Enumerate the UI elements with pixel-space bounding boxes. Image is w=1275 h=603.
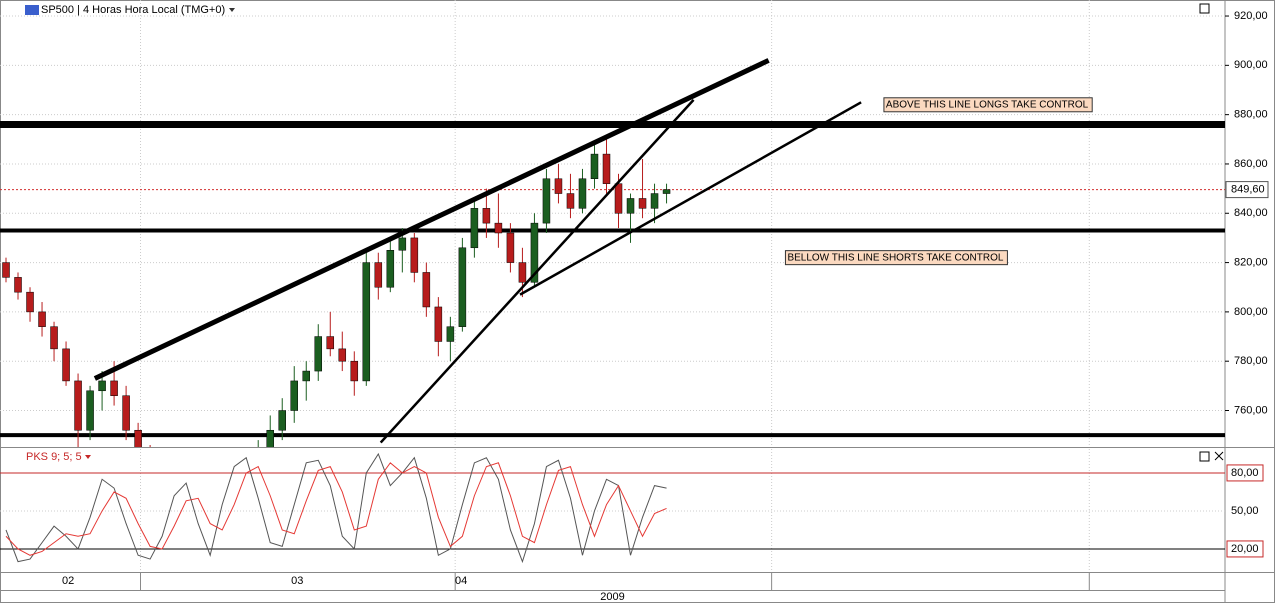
y-tick-label: 840,00: [1234, 207, 1268, 219]
candle-body: [518, 262, 527, 283]
trend-line: [519, 101, 862, 296]
trend-line: [93, 58, 770, 381]
candle-body: [74, 380, 82, 431]
y-tick-label: 860,00: [1234, 158, 1268, 170]
annotation: BELLOW THIS LINE SHORTS TAKE CONTROL: [787, 252, 1003, 263]
x-tick-label: 03: [291, 575, 303, 587]
candle-body: [434, 306, 443, 342]
y-tick-label: 900,00: [1234, 59, 1268, 71]
indicator-title[interactable]: PKS 9; 5; 5: [26, 451, 82, 463]
last-price-box: [1225, 181, 1269, 199]
candle-body: [626, 198, 635, 214]
candle-body: [614, 183, 623, 214]
candle-body: [314, 336, 323, 372]
candle-body: [470, 208, 479, 249]
candle-body: [302, 370, 310, 382]
trend-line: [379, 99, 695, 444]
candle-body: [506, 232, 515, 263]
candle-body: [278, 410, 286, 431]
y-tick-label: 780,00: [1234, 355, 1268, 367]
candle-body: [2, 262, 10, 278]
candle-body: [26, 291, 34, 313]
candle-body: [338, 348, 347, 362]
annotation: ABOVE THIS LINE LONGS TAKE CONTROL: [886, 99, 1089, 110]
candle-body: [602, 153, 611, 184]
candle-body: [638, 198, 647, 209]
oscillator-line: [5, 452, 667, 564]
dropdown[interactable]: [85, 455, 91, 459]
candle-body: [134, 429, 142, 447]
candle-body: [326, 336, 335, 350]
candle-body: [290, 380, 298, 411]
candle-body: [98, 380, 106, 392]
candle-body: [590, 153, 599, 180]
candle-body: [14, 277, 22, 293]
candle-body: [554, 178, 563, 194]
candle-body: [458, 247, 467, 327]
candle-body: [422, 272, 431, 308]
candle-body: [530, 222, 539, 283]
annotation-box: [784, 250, 1008, 266]
candle-body: [566, 193, 575, 209]
oscillator-line: [5, 462, 667, 556]
candle-body: [38, 311, 46, 327]
year-label: 2009: [600, 591, 624, 603]
candle-body: [578, 178, 587, 209]
candle-body: [362, 262, 371, 382]
y-tick-label: 760,00: [1234, 404, 1268, 416]
candle-body: [398, 237, 407, 251]
candle-body: [494, 222, 503, 234]
x-tick-label: 04: [455, 575, 467, 587]
candle-body: [62, 348, 70, 382]
candle-body: [482, 208, 491, 224]
candle-body: [662, 189, 671, 194]
candle-body: [374, 262, 383, 288]
candle-body: [122, 395, 130, 431]
maximize[interactable]: [1199, 451, 1210, 462]
x-tick-label: 02: [62, 575, 74, 587]
tick-box: [1226, 540, 1264, 558]
y-tick-label: 20,00: [1231, 543, 1259, 555]
last-price-label: 849,60: [1231, 184, 1265, 196]
candle-body: [386, 250, 395, 288]
maximize[interactable]: [1199, 3, 1210, 14]
chart-title[interactable]: SP500 | 4 Horas Hora Local (TMG+0): [41, 4, 225, 16]
candle-body: [542, 178, 551, 224]
candle-body: [266, 429, 274, 447]
y-tick-label: 820,00: [1234, 256, 1268, 268]
candle-body: [650, 193, 659, 209]
candle-body: [110, 380, 118, 396]
dropdown[interactable]: [229, 8, 235, 12]
cfd-icon: [25, 5, 39, 15]
candle-body: [410, 237, 419, 273]
candle-body: [50, 326, 58, 350]
candle-body: [86, 390, 94, 431]
y-tick-label: 80,00: [1231, 467, 1259, 479]
y-tick-label: 50,00: [1231, 505, 1259, 517]
candle-body: [350, 360, 359, 382]
close[interactable]: [1214, 451, 1224, 461]
y-tick-label: 800,00: [1234, 306, 1268, 318]
candle-body: [446, 326, 455, 342]
y-tick-label: 920,00: [1234, 10, 1268, 22]
y-tick-label: 880,00: [1234, 109, 1268, 121]
tick-box: [1226, 464, 1264, 482]
annotation-box: [883, 97, 1093, 113]
